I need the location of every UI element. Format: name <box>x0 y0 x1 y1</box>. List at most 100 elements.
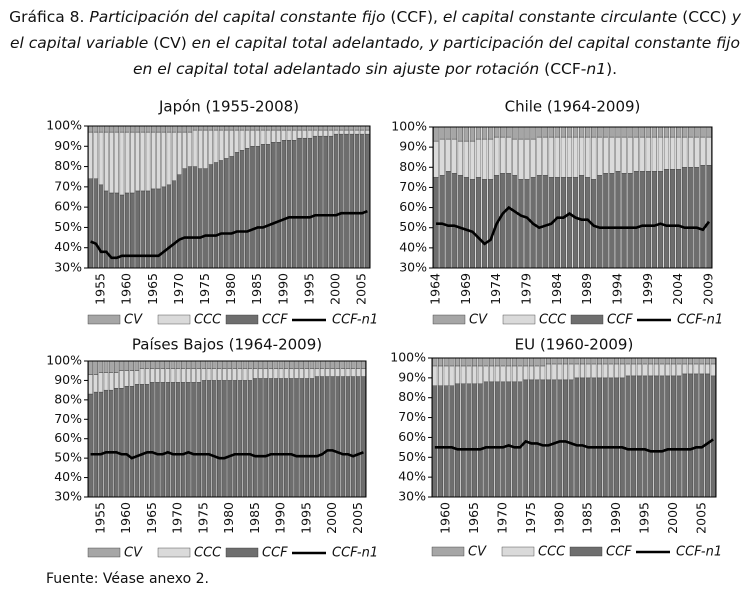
bar-segment <box>487 179 494 268</box>
x-tick-label: 1990 <box>273 502 288 534</box>
bar-segment <box>134 384 140 497</box>
plot-area <box>432 358 716 497</box>
bar-segment <box>129 370 135 387</box>
bar-segment <box>560 127 567 138</box>
bar-segment <box>625 363 631 377</box>
bar-segment <box>222 361 227 369</box>
bar-segment <box>536 136 542 176</box>
legend-swatch <box>157 547 191 558</box>
bar-segment <box>489 365 495 383</box>
bar-segment <box>545 379 551 497</box>
bar-segment <box>328 129 334 137</box>
legend-label: CCF-n1 <box>332 546 378 561</box>
bar-segment <box>232 368 237 381</box>
bar-segment <box>119 370 124 389</box>
bar-segment <box>642 358 648 365</box>
bar-segment <box>694 127 700 138</box>
x-tick-label: 2004 <box>670 273 685 305</box>
x-tick-label: 1985 <box>580 502 595 534</box>
title-part: (CCF- <box>539 60 587 78</box>
bar-segment <box>706 136 712 166</box>
bar-segment <box>687 363 693 375</box>
bar-segment <box>487 138 494 180</box>
x-tick-label: 1975 <box>523 502 538 534</box>
bar-segment <box>197 129 203 169</box>
y-tick-label: 100% <box>46 118 82 133</box>
bar-segment <box>693 358 699 365</box>
bar-segment <box>211 361 217 369</box>
bar-segment <box>700 136 706 166</box>
x-tick-label: 1964 <box>428 273 443 305</box>
bar-segment <box>244 129 250 149</box>
bar-segment <box>187 126 193 133</box>
bar-segment <box>309 368 315 379</box>
bar-segment <box>150 368 155 383</box>
bar-segment <box>534 358 540 367</box>
panel-title: Japón (1955-2008) <box>158 98 299 116</box>
title-part: n1 <box>586 60 607 78</box>
bar-segment <box>670 363 676 377</box>
bar-segment <box>500 365 506 383</box>
bar-segment <box>338 129 344 135</box>
bar-segment <box>463 140 469 178</box>
bar-segment <box>642 363 648 377</box>
x-tick-label: 1980 <box>221 502 236 534</box>
x-tick-label: 2009 <box>700 273 715 305</box>
bar-segment <box>557 363 563 381</box>
bar-segment <box>213 126 219 131</box>
bar-segment <box>119 126 125 133</box>
legend-swatch <box>569 546 603 557</box>
bar-segment <box>524 127 530 140</box>
bar-segment <box>344 133 349 268</box>
bar-segment <box>699 358 705 365</box>
y-tick-label: 30% <box>54 489 82 504</box>
bar-segment <box>688 127 694 138</box>
bar-segment <box>568 379 574 497</box>
y-tick-label: 70% <box>398 409 426 424</box>
bar-segment <box>359 126 365 131</box>
bar-segment <box>361 361 366 369</box>
y-tick-label: 100% <box>390 350 426 365</box>
bar-segment <box>451 173 457 268</box>
bar-segment <box>540 358 546 367</box>
bar-segment <box>481 127 488 140</box>
x-tick-label: 1984 <box>549 273 564 305</box>
bar-segment <box>237 368 243 381</box>
bar-segment <box>676 127 682 138</box>
legend-label: CCC <box>538 545 566 560</box>
y-tick-label: 50% <box>398 449 426 464</box>
bar-segment <box>268 361 274 369</box>
bar-segment <box>88 374 93 395</box>
y-tick-label: 80% <box>398 389 426 404</box>
bar-segment <box>211 368 217 381</box>
bar-segment <box>140 131 146 192</box>
bar-segment <box>688 167 694 268</box>
bar-segment <box>489 358 495 367</box>
bar-segment <box>615 136 621 172</box>
bar-segment <box>518 127 524 140</box>
bar-segment <box>124 361 129 371</box>
bar-segment <box>512 175 518 268</box>
bar-segment <box>170 368 176 383</box>
bar-segment <box>585 127 591 138</box>
bar-segment <box>340 376 346 497</box>
bar-segment <box>130 126 135 133</box>
bar-segment <box>687 358 693 365</box>
bar-segment <box>682 136 688 168</box>
bar-segment <box>160 382 165 497</box>
bar-segment <box>156 126 161 133</box>
bar-segment <box>354 129 360 135</box>
bar-segment <box>591 136 597 180</box>
bar-segment <box>597 363 603 379</box>
bar-segment <box>318 126 323 131</box>
bar-segment <box>477 365 483 385</box>
legend-swatch <box>87 314 121 325</box>
bar-segment <box>297 129 302 139</box>
bar-segment <box>119 194 125 268</box>
bar-segment <box>192 129 198 167</box>
bar-segment <box>545 363 551 381</box>
bar-segment <box>621 136 627 174</box>
x-tick-label: 1970 <box>170 502 185 534</box>
bar-segment <box>524 179 530 268</box>
